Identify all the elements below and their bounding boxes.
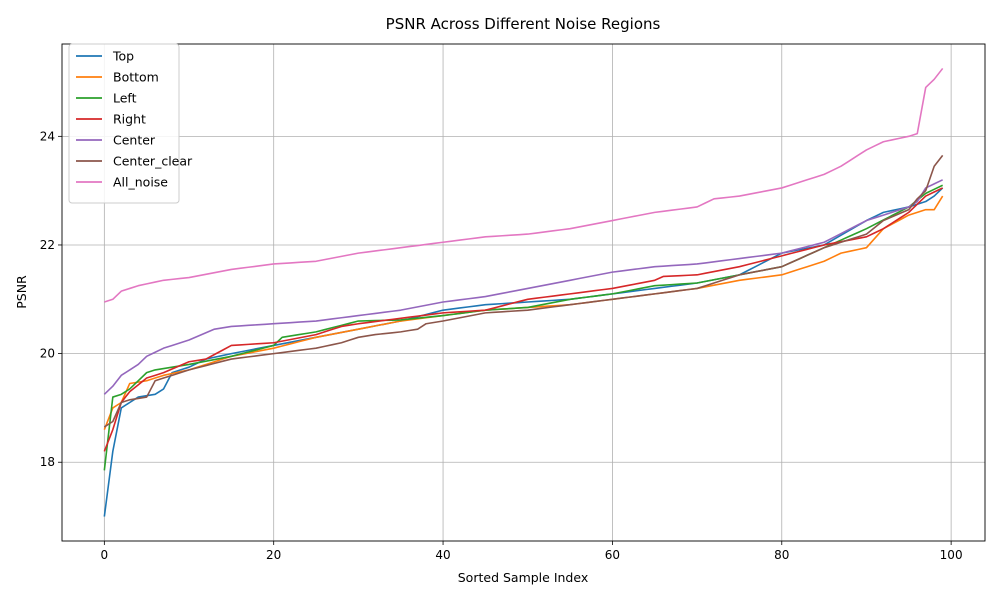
y-tick-label-3: 24 (40, 129, 55, 143)
x-tick-label-5: 100 (940, 548, 963, 562)
x-axis-title: Sorted Sample Index (458, 570, 588, 585)
series-line-top (103, 187, 944, 517)
y-tick-label-2: 22 (40, 238, 55, 252)
plot-area-frame (61, 43, 986, 542)
series-line-center (103, 179, 944, 395)
series-line-all-noise (104, 67, 944, 303)
x-tick-label-4: 80 (774, 548, 789, 562)
legend-label-all-noise: All_noise (113, 175, 168, 190)
axis-ticks: 0 20 40 60 80 100 18 20 22 24 (40, 129, 963, 562)
legend-label-center-clear: Center_clear (113, 154, 193, 169)
legend-label-top: Top (112, 49, 134, 64)
x-tick-label-0: 0 (101, 548, 109, 562)
chart-title: PSNR Across Different Noise Regions (386, 15, 661, 33)
y-tick-label-1: 20 (40, 347, 55, 361)
x-tick-label-2: 40 (435, 548, 450, 562)
series-lines (103, 67, 944, 517)
legend-label-right: Right (113, 112, 146, 127)
legend-frame (68, 43, 180, 204)
legend-label-bottom: Bottom (113, 70, 159, 85)
legend-label-center: Center (113, 133, 156, 148)
y-tick-label-0: 18 (40, 455, 55, 469)
x-tick-label-3: 60 (605, 548, 620, 562)
x-tick-label-1: 20 (266, 548, 281, 562)
legend-label-left: Left (113, 91, 137, 106)
y-axis-title: PSNR (14, 275, 29, 309)
legend: Top Bottom Left Right Center Center_clear All_… (68, 43, 193, 204)
series-line-center-clear (103, 154, 944, 428)
series-line-right (103, 187, 944, 452)
